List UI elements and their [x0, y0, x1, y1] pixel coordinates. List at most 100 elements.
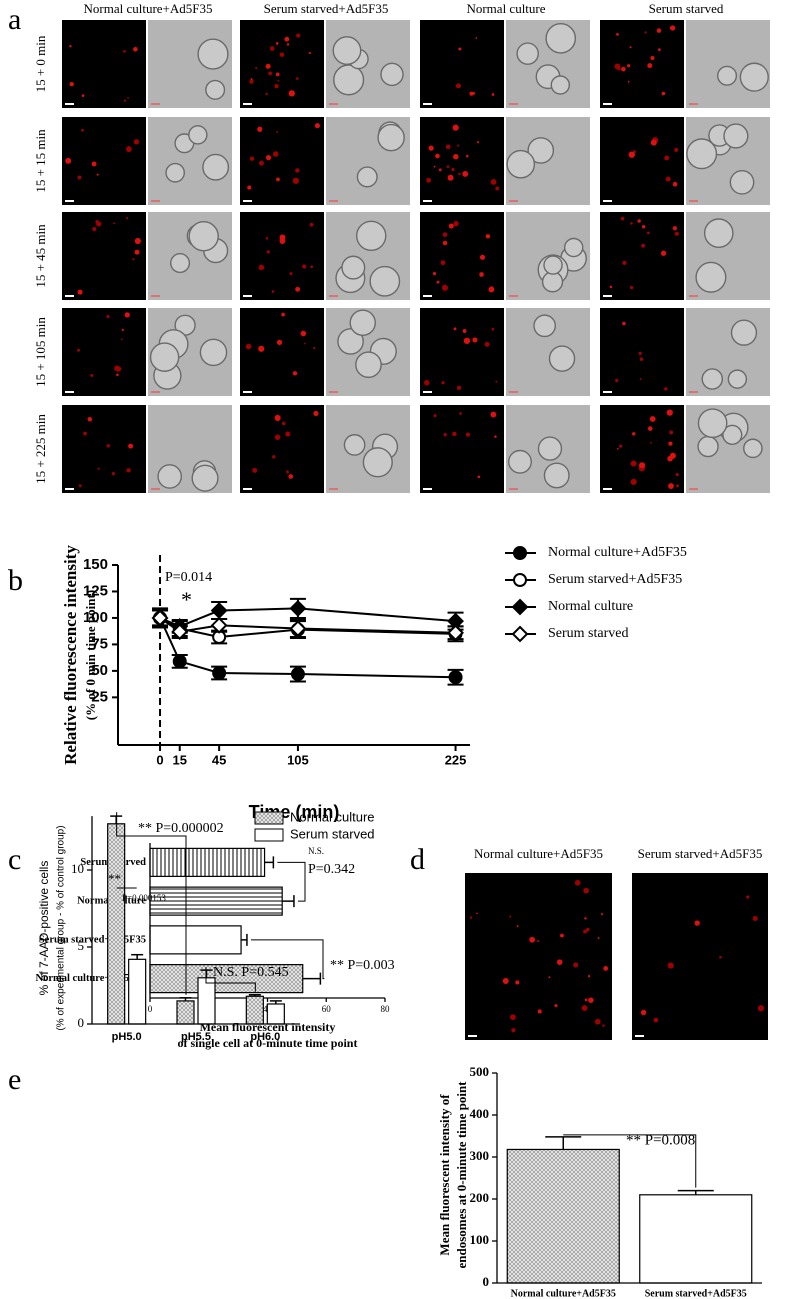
image-label: Serum starved+Ad5F35 — [638, 846, 763, 861]
red-spot — [456, 144, 460, 147]
cell — [188, 221, 219, 252]
cell — [545, 23, 577, 54]
fluorescence-image — [600, 117, 684, 205]
red-spot — [666, 409, 673, 416]
red-spot — [554, 1004, 558, 1008]
red-spot — [69, 45, 72, 48]
cell — [188, 125, 208, 145]
red-spot — [275, 72, 280, 77]
fluorescence-image — [420, 20, 504, 108]
red-spot — [641, 225, 646, 229]
red-spot — [660, 250, 667, 256]
marker — [151, 609, 169, 627]
red-spot — [537, 940, 539, 942]
error-bar — [264, 856, 275, 869]
red-spot — [268, 71, 273, 76]
legend-label: Serum starved+Ad5F35 — [548, 572, 682, 587]
red-spot — [441, 381, 445, 385]
red-spot — [87, 417, 93, 422]
fluorescence-image — [420, 117, 504, 205]
panel-label: b — [8, 564, 23, 597]
red-spot — [586, 927, 590, 932]
red-spot — [583, 887, 589, 894]
marker — [511, 625, 529, 643]
error-bar — [269, 1000, 282, 1004]
red-spot — [653, 1017, 659, 1023]
bar — [266, 1003, 285, 1025]
cell — [377, 123, 405, 152]
cell — [548, 345, 576, 372]
red-spot — [630, 460, 637, 467]
x-tick-label: 0 — [156, 752, 163, 767]
y-tick-label: 125 — [83, 582, 108, 599]
y-tick-label: 10 — [71, 861, 84, 876]
red-spot — [746, 895, 750, 899]
fluorescence-image — [62, 308, 146, 396]
red-spot — [476, 912, 478, 915]
cell — [717, 65, 738, 86]
red-spot — [672, 181, 678, 187]
red-spot — [672, 226, 678, 231]
red-spot — [313, 410, 319, 417]
annotation: ** P=0.003 — [330, 958, 395, 973]
cell — [533, 314, 557, 338]
red-spot — [560, 933, 564, 938]
y-tick-label: 50 — [91, 662, 108, 679]
y-axis-label: (% of experimental group - % of control … — [56, 825, 67, 1030]
error-bar — [248, 993, 261, 997]
red-spot — [433, 165, 436, 168]
fluorescence-image — [240, 405, 324, 493]
cell — [722, 424, 743, 445]
red-spot — [675, 484, 680, 488]
bar — [176, 1000, 195, 1025]
red-spot — [436, 280, 440, 284]
cell — [723, 123, 749, 149]
red-spot — [502, 978, 509, 984]
red-spot — [627, 80, 630, 83]
red-spot — [669, 452, 676, 459]
red-spot — [92, 226, 97, 232]
red-spot — [668, 441, 673, 446]
cell — [332, 36, 362, 65]
cell — [727, 369, 748, 389]
red-spot — [462, 171, 469, 177]
red-spot — [616, 33, 619, 36]
red-spot — [77, 175, 82, 180]
legend-label: Normal culture — [290, 809, 375, 824]
red-spot — [438, 168, 442, 172]
red-spot — [639, 357, 644, 361]
red-spot — [83, 431, 87, 436]
legend-swatch — [254, 828, 284, 842]
cell — [170, 253, 191, 274]
red-spot — [462, 329, 467, 333]
cell — [730, 319, 758, 346]
red-spot — [668, 483, 674, 489]
red-spot — [637, 219, 641, 223]
bar — [149, 925, 242, 955]
red-spot — [656, 28, 662, 33]
red-spot — [285, 431, 291, 437]
red-spot — [584, 917, 587, 920]
bracket — [250, 939, 325, 980]
cell — [343, 434, 366, 456]
red-spot — [276, 339, 283, 345]
bar — [506, 1148, 620, 1284]
marker — [212, 666, 227, 680]
cell — [686, 138, 718, 170]
panel-label: a — [8, 3, 21, 36]
red-spot — [289, 272, 293, 276]
red-spot — [675, 473, 679, 477]
cell — [697, 435, 719, 458]
row-label: 15 + 15 min — [33, 129, 48, 193]
column-header: Serum starved+Ad5F35 — [264, 1, 389, 16]
column-header: Normal culture+Ad5F35 — [83, 1, 212, 16]
red-spot — [310, 265, 314, 269]
red-spot — [247, 185, 252, 190]
red-spot — [479, 254, 486, 260]
red-spot — [630, 478, 637, 486]
red-spot — [77, 289, 83, 295]
marker — [289, 599, 307, 617]
marker — [447, 624, 464, 642]
red-spot — [445, 144, 451, 150]
